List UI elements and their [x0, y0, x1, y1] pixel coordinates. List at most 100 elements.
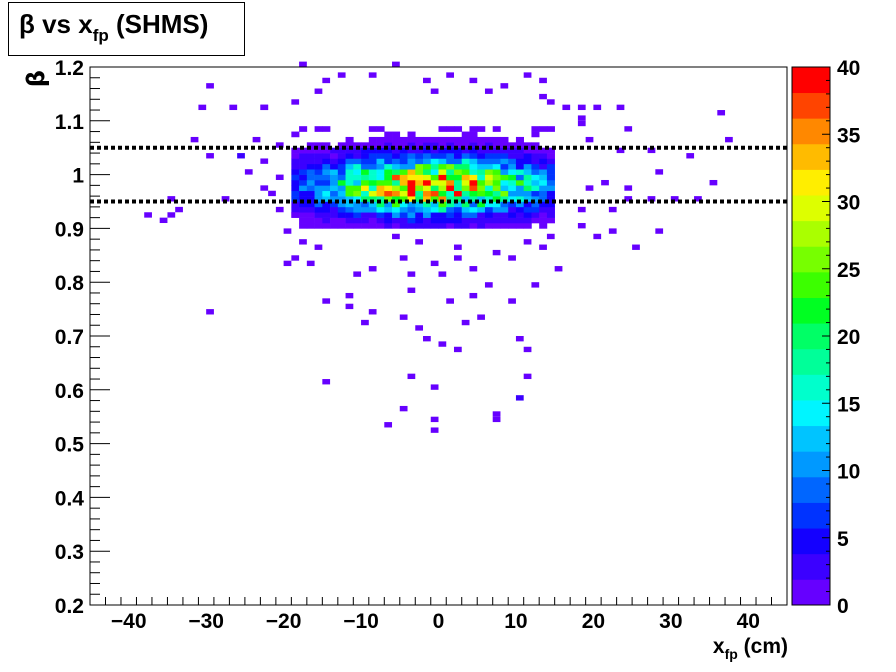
heatmap-bin	[392, 223, 401, 229]
y-tick-label: 1.1	[55, 111, 85, 134]
heatmap-bin	[523, 147, 532, 154]
heatmap-bin	[539, 244, 547, 250]
color-scale-band	[792, 425, 830, 452]
heatmap-bin	[368, 190, 377, 197]
heatmap-bin	[469, 292, 478, 299]
heatmap-bin	[515, 395, 524, 401]
heatmap-bin	[477, 206, 486, 213]
heatmap-bin	[725, 136, 733, 143]
heatmap-bin	[384, 179, 393, 186]
heatmap-bin	[415, 169, 424, 175]
heatmap-bin	[322, 179, 331, 186]
heatmap-bin	[515, 212, 524, 218]
heatmap-bin	[330, 223, 339, 229]
heatmap-bin	[368, 136, 377, 143]
heatmap-bin	[337, 147, 346, 154]
heatmap-bin	[453, 244, 462, 250]
heatmap-bin	[368, 72, 377, 78]
heatmap-bin	[345, 190, 354, 197]
heatmap-bin	[539, 93, 547, 100]
heatmap-bin	[430, 88, 439, 94]
heatmap-bin	[423, 185, 432, 192]
heatmap-bin	[430, 217, 439, 224]
heatmap-bin	[322, 77, 331, 84]
heatmap-bin	[361, 190, 370, 197]
heatmap-bin	[322, 185, 331, 192]
heatmap-bin	[306, 201, 315, 208]
color-scale-band	[792, 92, 830, 119]
heatmap-bin	[353, 271, 362, 277]
heatmap-bin	[453, 169, 463, 175]
heatmap-bin	[546, 158, 555, 165]
heatmap-bin	[368, 196, 377, 202]
heatmap-bin	[546, 169, 555, 175]
heatmap-bin	[384, 190, 393, 197]
color-scale-band	[792, 553, 830, 580]
heatmap-bin	[299, 61, 307, 67]
heatmap-bin	[539, 212, 548, 218]
x-axis-label: xfp (cm)	[713, 635, 788, 662]
heatmap-bin	[515, 223, 524, 229]
heatmap-bin	[438, 163, 447, 170]
heatmap-bin	[345, 303, 354, 310]
heatmap-bin	[546, 185, 555, 192]
heatmap-bin	[546, 179, 555, 186]
heatmap-bin	[515, 217, 524, 224]
heatmap-bin	[500, 185, 509, 192]
heatmap-bin	[322, 147, 331, 154]
color-scale-band	[792, 348, 830, 375]
heatmap-bin	[229, 104, 238, 111]
heatmap-bin	[330, 147, 339, 154]
heatmap-bin	[492, 147, 501, 154]
heatmap-bin	[430, 416, 439, 423]
heatmap-bin	[399, 153, 408, 159]
heatmap-bin	[299, 169, 308, 175]
heatmap-bin	[314, 158, 323, 165]
heatmap-bin	[686, 153, 695, 159]
color-scale-band	[792, 246, 830, 273]
heatmap-bin	[337, 223, 346, 229]
heatmap-bin	[453, 201, 463, 208]
heatmap-bin	[306, 196, 315, 202]
heatmap-bin	[438, 158, 447, 165]
heatmap-bin	[515, 136, 524, 143]
heatmap-bin	[260, 104, 269, 111]
heatmap-bin	[469, 266, 478, 272]
heatmap-bin	[407, 373, 416, 380]
heatmap-bin	[539, 174, 548, 181]
heatmap-bin	[415, 147, 424, 154]
heatmap-bin	[601, 179, 609, 186]
heatmap-bin	[477, 147, 486, 154]
heatmap-bin	[384, 223, 393, 229]
heatmap-bin	[376, 136, 385, 143]
chart-title-box: β vs xfp (SHMS)	[8, 2, 245, 56]
heatmap-bin	[523, 179, 532, 186]
heatmap-bin	[415, 206, 424, 213]
heatmap-bin	[299, 158, 308, 165]
chart-title: β vs xfp (SHMS)	[19, 9, 208, 45]
heatmap-bin	[376, 185, 385, 192]
heatmap-bin	[392, 185, 401, 192]
heatmap-bin	[306, 142, 315, 148]
heatmap-bin	[322, 158, 331, 165]
heatmap-bin	[423, 77, 431, 84]
heatmap-bin	[291, 179, 300, 186]
heatmap-bin	[399, 136, 408, 143]
heatmap-bin	[368, 185, 377, 192]
heatmap-bin	[515, 142, 524, 148]
heatmap-bin	[361, 174, 370, 181]
heatmap-bin	[539, 158, 548, 165]
heatmap-bin	[407, 206, 416, 213]
heatmap-bin	[361, 169, 370, 175]
heatmap-bin	[469, 201, 478, 208]
color-scale-band	[792, 451, 830, 478]
heatmap-bin	[508, 179, 517, 186]
heatmap-bin	[345, 142, 354, 148]
color-scale-band	[792, 579, 830, 606]
heatmap-bin	[453, 142, 463, 148]
heatmap-bin	[392, 61, 400, 67]
heatmap-bin	[438, 153, 447, 159]
heatmap-bin	[477, 142, 486, 148]
heatmap-bin	[291, 158, 300, 165]
heatmap-bin	[368, 163, 377, 170]
